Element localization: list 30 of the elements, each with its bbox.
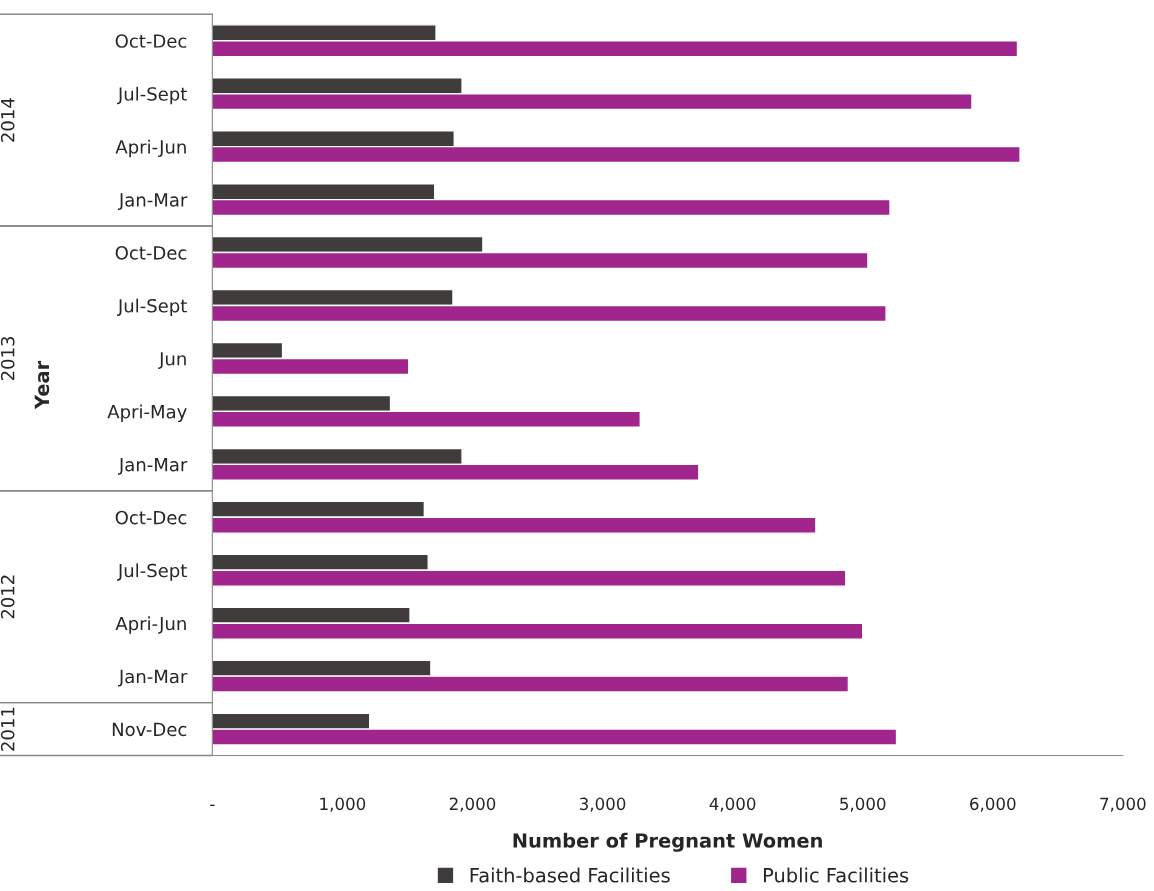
y-tick-label: Jun [158, 352, 186, 369]
y-tick-label: Oct-Dec [115, 510, 187, 525]
x-tick-label: 4,000 [709, 797, 756, 812]
y-tick-label: Oct-Dec [115, 34, 187, 48]
text: 2012 [0, 575, 15, 619]
y-tick-label: Jan-Mar [117, 193, 188, 211]
y-tick-label: Apri-Jun [115, 616, 186, 634]
y-tick-label: Jan-Mar [117, 669, 188, 687]
x-tick-label: - [210, 804, 215, 806]
y-tick-label: Apri-Jun [115, 139, 186, 158]
y-axis-title: Year [34, 360, 50, 410]
y-tick-label: Apri-May [107, 404, 187, 422]
y-tick-label: Jan-Mar [117, 458, 188, 475]
x-axis-title: Number of Pregnant Women [513, 832, 822, 852]
text: 2014 [0, 98, 15, 142]
x-tick-label: 2,000 [449, 797, 496, 812]
x-tick-label: 7,000 [1100, 797, 1146, 812]
x-tick-label: 5,000 [840, 797, 886, 812]
y-tick-label: Jul-Sept [116, 298, 187, 317]
x-tick-label: 6,000 [970, 797, 1016, 812]
y-tick-label: Jul-Sept [116, 563, 187, 581]
legend-label: Faith-based Facilities [470, 867, 670, 883]
x-tick-label: 1,000 [320, 797, 366, 812]
text: 2011 [0, 707, 15, 751]
text: 2013 [0, 336, 15, 381]
x-tick-label: 3,000 [579, 797, 626, 812]
legend-label: Public Facilities [764, 867, 909, 883]
y-tick-label: Nov-Dec [112, 722, 187, 737]
y-tick-label: Jul-Sept [116, 86, 187, 105]
y-tick-label: Oct-Dec [115, 245, 187, 260]
